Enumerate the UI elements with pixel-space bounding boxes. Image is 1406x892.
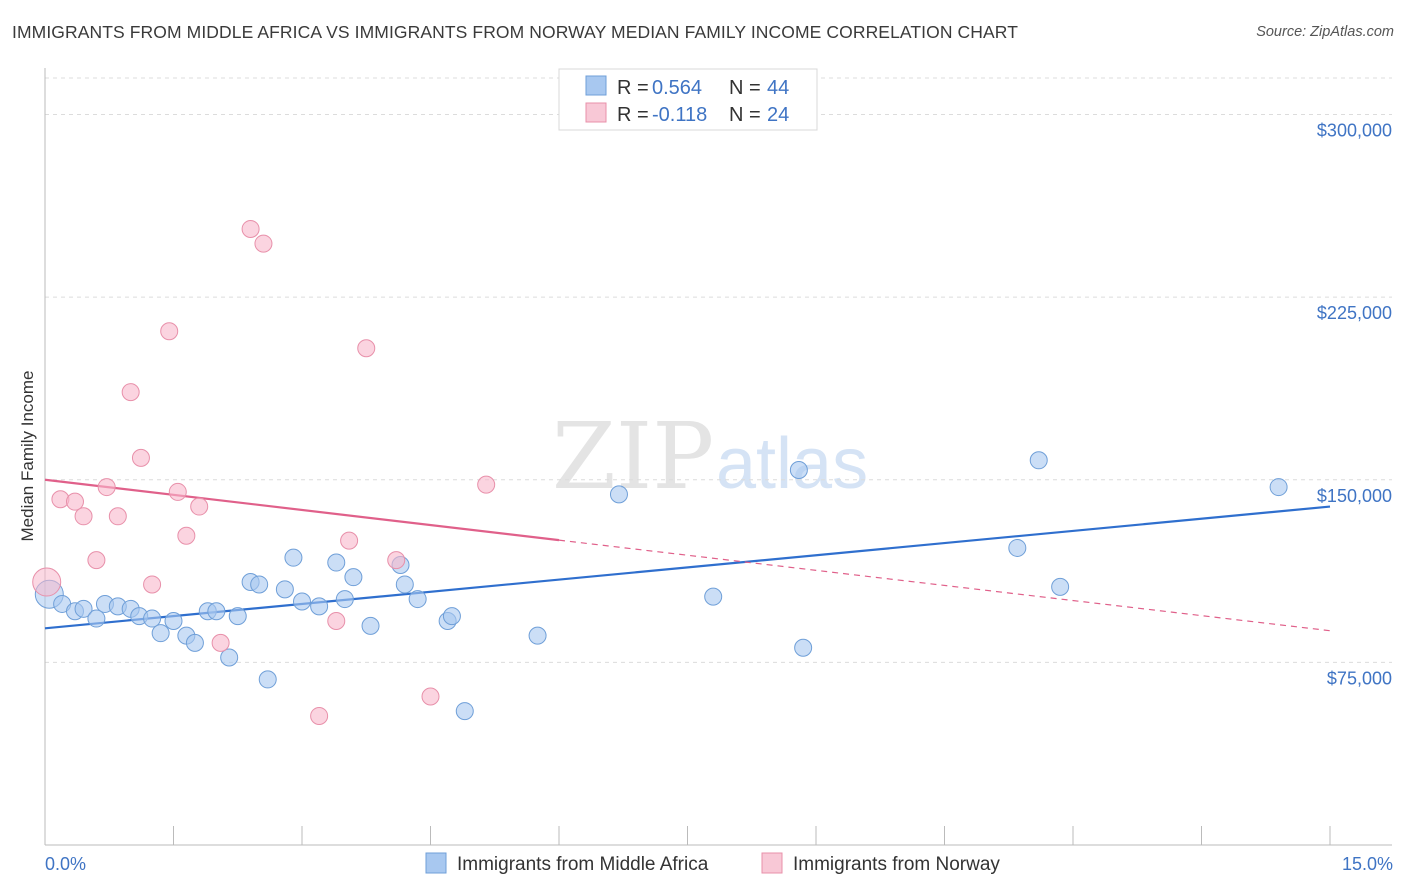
point-middle-africa xyxy=(1029,451,1048,470)
point-middle-africa xyxy=(408,590,427,609)
point-middle-africa xyxy=(335,590,354,609)
point-norway xyxy=(387,551,406,570)
point-middle-africa xyxy=(207,602,226,621)
point-norway xyxy=(357,339,376,358)
point-middle-africa xyxy=(794,638,813,657)
legend-r-value-2: -0.118 xyxy=(652,104,707,126)
point-middle-africa xyxy=(528,626,547,645)
bottom-legend-swatch-norway xyxy=(761,852,783,874)
point-norway xyxy=(177,526,196,545)
point-middle-africa xyxy=(220,648,239,667)
legend-n-label-1: N = xyxy=(729,77,761,99)
point-middle-africa xyxy=(143,609,162,628)
axes: $75,000 $150,000 $225,000 $300,000 0.0% 15.0% xyxy=(44,68,1393,874)
watermark-zip: ZIP xyxy=(552,403,714,510)
x-tick-label-max: 15.0% xyxy=(1342,854,1393,874)
legend-n-value-2: 24 xyxy=(767,104,789,126)
point-norway xyxy=(190,497,209,516)
point-middle-africa xyxy=(704,587,723,606)
point-middle-africa xyxy=(789,461,808,480)
point-middle-africa xyxy=(361,616,380,635)
legend-box: R = 0.564 N = 44 R = -0.118 N = 24 xyxy=(558,68,818,131)
legend-r-label-1: R = xyxy=(617,77,649,99)
point-norway xyxy=(160,322,179,341)
point-norway xyxy=(74,507,93,526)
legend-r-value-1: 0.564 xyxy=(652,77,702,99)
point-norway xyxy=(131,448,150,467)
legend-n-label-2: N = xyxy=(729,104,761,126)
legend-swatch-norway xyxy=(585,102,607,123)
trend-line-norway-extrapolated xyxy=(558,539,1331,632)
point-norway xyxy=(97,478,116,497)
point-norway xyxy=(121,383,140,402)
point-middle-africa xyxy=(1008,538,1027,557)
point-middle-africa xyxy=(74,599,93,618)
point-norway xyxy=(211,633,230,652)
point-middle-africa xyxy=(442,607,461,626)
point-norway xyxy=(327,611,346,630)
point-middle-africa xyxy=(310,597,329,616)
y-tick-label: $150,000 xyxy=(1317,486,1392,506)
point-norway xyxy=(477,475,496,494)
legend-n-value-1: 44 xyxy=(767,77,789,99)
point-middle-africa xyxy=(455,702,474,721)
point-middle-africa xyxy=(275,580,294,599)
chart-title: IMMIGRANTS FROM MIDDLE AFRICA VS IMMIGRA… xyxy=(12,22,1019,42)
point-middle-africa xyxy=(151,624,170,643)
point-middle-africa xyxy=(395,575,414,594)
trend-lines xyxy=(44,478,1331,632)
point-middle-africa xyxy=(228,607,247,626)
point-middle-africa xyxy=(87,609,106,628)
point-norway xyxy=(421,687,440,706)
chart-source: Source: ZipAtlas.com xyxy=(1256,24,1394,40)
bottom-legend: Immigrants from Middle Africa Immigrants… xyxy=(425,852,1000,875)
y-axis-label: Median Family Income xyxy=(18,370,37,541)
point-norway xyxy=(340,531,359,550)
bottom-legend-swatch-middle-africa xyxy=(425,852,447,874)
point-middle-africa xyxy=(1051,577,1070,596)
point-norway xyxy=(143,575,162,594)
bottom-legend-label-norway: Immigrants from Norway xyxy=(793,854,1000,875)
point-middle-africa xyxy=(164,611,183,630)
point-middle-africa xyxy=(258,670,277,689)
point-norway xyxy=(310,706,329,725)
watermark-atlas: atlas xyxy=(716,424,868,504)
point-middle-africa xyxy=(284,548,303,567)
legend-r-label-2: R = xyxy=(617,104,649,126)
point-norway xyxy=(65,492,84,511)
point-middle-africa xyxy=(609,485,628,504)
point-middle-africa xyxy=(1269,478,1288,497)
point-norway xyxy=(254,234,273,253)
point-middle-africa xyxy=(293,592,311,611)
point-norway xyxy=(32,567,62,597)
point-norway xyxy=(168,482,187,501)
trend-line-norway xyxy=(44,478,560,542)
point-norway xyxy=(241,219,260,238)
y-tick-label: $225,000 xyxy=(1317,303,1392,323)
point-middle-africa xyxy=(344,568,363,587)
point-norway xyxy=(87,551,106,570)
point-middle-africa xyxy=(185,633,204,652)
data-points xyxy=(32,219,1288,725)
legend-swatch-middle-africa xyxy=(585,75,607,96)
point-middle-africa xyxy=(250,575,269,594)
y-tick-label: $300,000 xyxy=(1317,121,1392,141)
trend-line-middle-africa xyxy=(44,505,1331,630)
point-middle-africa xyxy=(327,553,346,572)
y-tick-label: $75,000 xyxy=(1327,668,1392,688)
bottom-legend-label-middle-africa: Immigrants from Middle Africa xyxy=(457,854,709,875)
point-norway xyxy=(108,507,127,526)
x-tick-label-min: 0.0% xyxy=(45,854,86,874)
